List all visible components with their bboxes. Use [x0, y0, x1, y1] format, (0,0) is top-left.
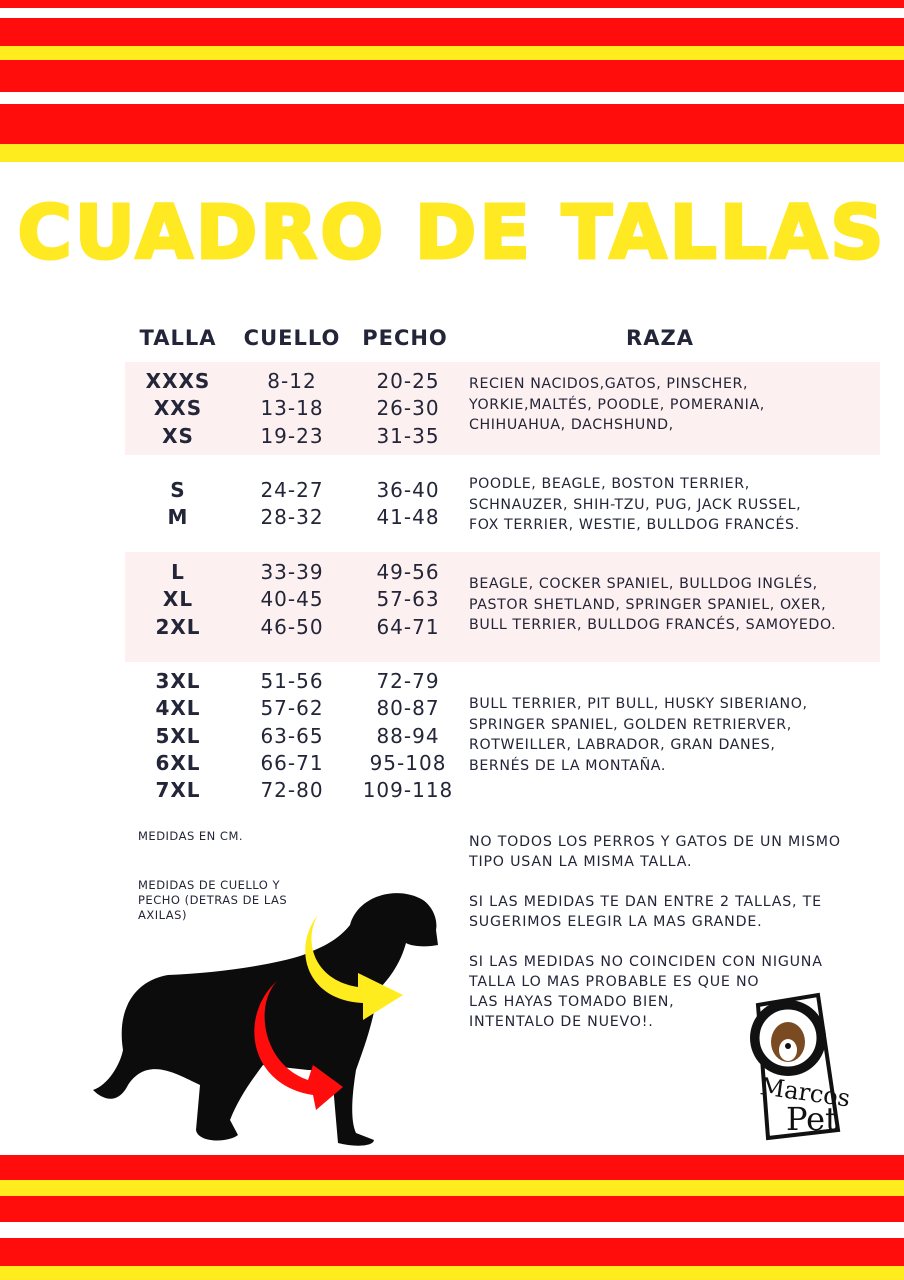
raza-line: CHIHUAHUA, DACHSHUND, — [469, 417, 674, 433]
raza-line: BULL TERRIER, PIT BULL, HUSKY SIBERIANO, — [469, 696, 808, 712]
header-pecho: PECHO — [362, 326, 448, 350]
talla-column: XXXS XXS XS — [130, 368, 226, 450]
cell: XL — [162, 587, 194, 612]
cell: 31-35 — [376, 423, 440, 448]
cell: 20-25 — [376, 369, 440, 393]
cell: 88-94 — [376, 723, 440, 748]
raza-line: BULL TERRIER, BULLDOG FRANCÉS, SAMOYEDO. — [469, 617, 837, 633]
cell: 46-50 — [260, 614, 324, 639]
measure-line: PECHO (DETRAS DE LAS — [138, 893, 288, 907]
svg-text:Pet: Pet — [786, 1100, 838, 1138]
cuello-column: 51-56 57-62 63-65 66-71 72-80 — [240, 668, 344, 804]
cell: 57-63 — [376, 587, 440, 612]
raza-text: BULL TERRIER, PIT BULL, HUSKY SIBERIANO,… — [469, 694, 808, 776]
note-paragraph: SI LAS MEDIDAS NO COINCIDEN CON NIGUNA TA… — [469, 952, 841, 1032]
note-line: INTENTALO DE NUEVO!. — [469, 1014, 654, 1030]
raza-line: FOX TERRIER, WESTIE, BULLDOG FRANCÉS. — [469, 517, 800, 533]
note-line: SI LAS MEDIDAS NO COINCIDEN CON NIGUNA — [469, 954, 823, 970]
cell: 4XL — [155, 696, 201, 721]
talla-column: L XL 2XL — [130, 559, 226, 641]
cell: 2XL — [155, 614, 201, 639]
raza-line: YORKIE,MALTÉS, POODLE, POMERANIA, — [469, 396, 765, 413]
note-line: TALLA LO MAS PROBABLE ES QUE NO — [469, 974, 760, 990]
cell: XXXS — [145, 369, 211, 393]
cell: 95-108 — [369, 750, 447, 775]
cell: 6XL — [155, 750, 201, 775]
measure-line: AXILAS) — [138, 908, 187, 922]
cell: L — [171, 560, 185, 584]
cell: 64-71 — [376, 614, 440, 639]
cuello-column: 24-27 28-32 — [240, 477, 344, 532]
cell: 66-71 — [260, 750, 324, 775]
cell: 57-62 — [260, 696, 324, 721]
note-paragraph: SI LAS MEDIDAS TE DAN ENTRE 2 TALLAS, TE… — [469, 892, 841, 932]
cell: 33-39 — [260, 560, 324, 584]
pecho-column: 20-25 26-30 31-35 — [352, 368, 464, 450]
cell: 13-18 — [260, 396, 324, 421]
cell: 24-27 — [260, 478, 324, 502]
cell: 5XL — [155, 723, 201, 748]
measure-line: MEDIDAS DE CUELLO Y — [138, 878, 281, 892]
cell: 80-87 — [376, 696, 440, 721]
cell: XS — [162, 423, 194, 448]
pecho-column: 36-40 41-48 — [352, 477, 464, 532]
cuello-column: 8-12 13-18 19-23 — [240, 368, 344, 450]
raza-line: POODLE, BEAGLE, BOSTON TERRIER, — [469, 476, 750, 492]
raza-text: POODLE, BEAGLE, BOSTON TERRIER, SCHNAUZER… — [469, 474, 801, 536]
raza-line: BEAGLE, COCKER SPANIEL, BULLDOG INGLÉS, — [469, 576, 818, 592]
note-line: SUGERIMOS ELEGIR LA MAS GRANDE. — [469, 914, 763, 930]
raza-text: BEAGLE, COCKER SPANIEL, BULLDOG INGLÉS, P… — [469, 574, 836, 636]
notes: NO TODOS LOS PERROS Y GATOS DE UN MISMO T… — [469, 832, 841, 1052]
cell: 49-56 — [376, 560, 440, 584]
cell: 41-48 — [376, 505, 440, 530]
cell: S — [170, 478, 186, 502]
cell: 63-65 — [260, 723, 324, 748]
raza-text: RECIEN NACIDOS,GATOS, PINSCHER, YORKIE,MA… — [469, 374, 765, 436]
header-talla: TALLA — [139, 326, 217, 350]
row-band — [125, 362, 880, 455]
raza-line: SCHNAUZER, SHIH-TZU, PUG, JACK RUSSEL, — [469, 496, 802, 513]
measure-note: MEDIDAS DE CUELLO Y PECHO (DETRAS DE LAS A… — [138, 878, 287, 923]
talla-column: 3XL 4XL 5XL 6XL 7XL — [130, 668, 226, 804]
note-line: NO TODOS LOS PERROS Y GATOS DE UN MISMO — [469, 834, 841, 850]
cell: 19-23 — [260, 423, 324, 448]
raza-line: ROTWEILLER, LABRADOR, GRAN DANES, — [469, 737, 776, 753]
page-title: CUADRO DE TALLAS — [16, 189, 887, 278]
raza-line: PASTOR SHETLAND, SPRINGER SPANIEL, OXER, — [469, 596, 827, 613]
raza-line: BERNÉS DE LA MONTAÑA. — [469, 757, 666, 774]
header-raza: RAZA — [626, 326, 694, 350]
note-paragraph: NO TODOS LOS PERROS Y GATOS DE UN MISMO T… — [469, 832, 841, 872]
cell: 28-32 — [260, 505, 324, 530]
pecho-column: 72-79 80-87 88-94 95-108 109-118 — [352, 668, 464, 804]
note-line: SI LAS MEDIDAS TE DAN ENTRE 2 TALLAS, TE — [469, 894, 822, 910]
cell: M — [167, 505, 189, 530]
raza-line: RECIEN NACIDOS,GATOS, PINSCHER, — [469, 376, 749, 392]
cell: 3XL — [155, 669, 201, 693]
cell: 8-12 — [267, 369, 317, 393]
cell: 72-80 — [260, 778, 324, 803]
note-line: LAS HAYAS TOMADO BIEN, — [469, 994, 675, 1010]
units-note: MEDIDAS EN CM. — [138, 829, 244, 843]
cell: 40-45 — [260, 587, 324, 612]
cell: 109-118 — [362, 778, 454, 803]
marcos-pet-logo: Marcos Pet — [750, 992, 852, 1141]
note-line: TIPO USAN LA MISMA TALLA. — [469, 854, 693, 870]
raza-line: SPRINGER SPANIEL, GOLDEN RETRIERVER, — [469, 716, 792, 733]
cell: 51-56 — [260, 669, 324, 693]
pecho-column: 49-56 57-63 64-71 — [352, 559, 464, 641]
cuello-column: 33-39 40-45 46-50 — [240, 559, 344, 641]
header-cuello: CUELLO — [243, 326, 341, 350]
cell: XXS — [153, 396, 203, 421]
cell: 72-79 — [376, 669, 440, 693]
row-band — [125, 552, 880, 662]
dog-illustration — [93, 893, 438, 1146]
cell: 7XL — [155, 778, 201, 803]
cell: 26-30 — [376, 396, 440, 421]
cell: 36-40 — [376, 478, 440, 502]
